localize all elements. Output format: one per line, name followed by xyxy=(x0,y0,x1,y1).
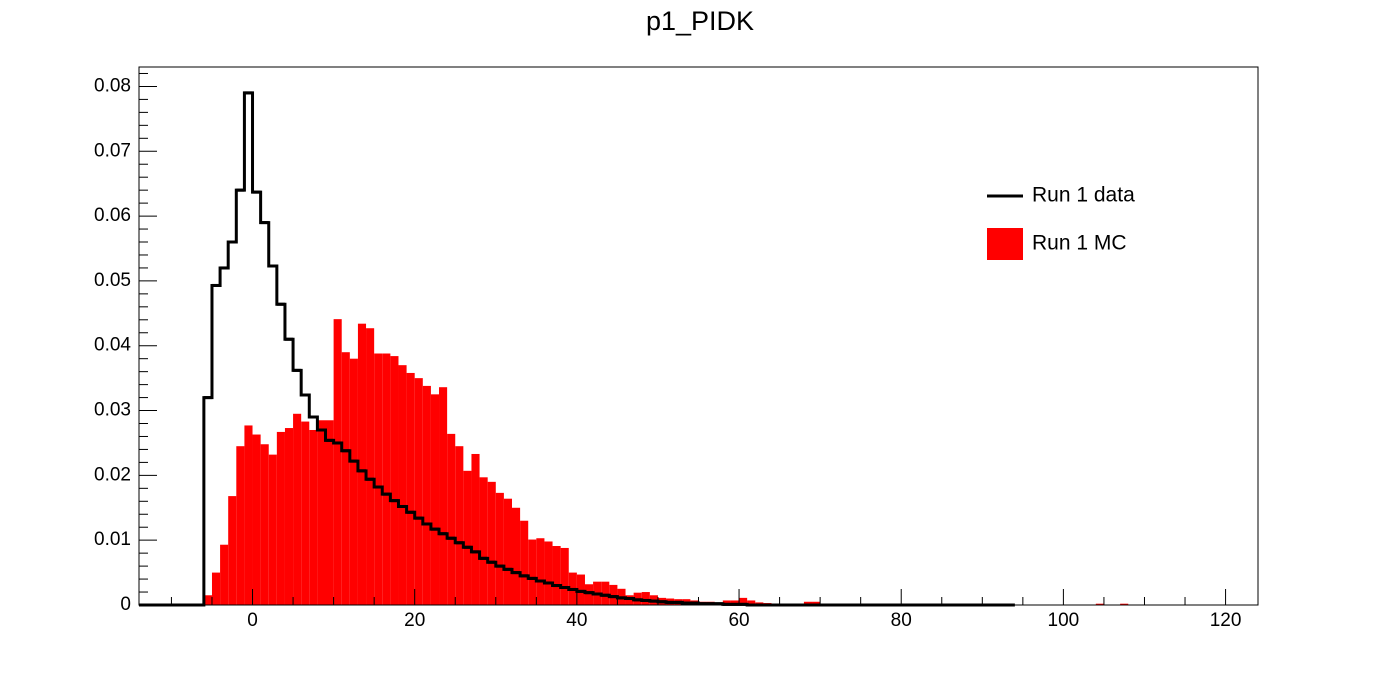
histogram-bar xyxy=(584,584,594,605)
histogram-bar xyxy=(609,584,618,605)
y-tick-label: 0.08 xyxy=(94,75,131,96)
histogram-bar xyxy=(544,541,553,605)
histogram-bar xyxy=(625,595,634,605)
histogram-bar xyxy=(479,477,488,605)
histogram-bar xyxy=(1095,603,1104,605)
histogram-bar xyxy=(244,425,253,605)
histogram-bar xyxy=(220,544,229,605)
y-tick-label: 0 xyxy=(120,594,131,615)
histogram-bar xyxy=(576,574,585,605)
histogram-bar xyxy=(211,572,221,605)
histogram-bar xyxy=(333,319,342,605)
y-tick-label: 0.02 xyxy=(94,464,131,485)
histogram-bar xyxy=(447,433,456,605)
histogram-bar xyxy=(374,353,383,605)
histogram-bar xyxy=(390,356,399,605)
histogram-bar xyxy=(503,498,512,605)
x-tick-label: 100 xyxy=(1048,610,1080,631)
histogram-bar xyxy=(406,372,415,605)
histogram-bar xyxy=(268,454,277,605)
histogram-bar xyxy=(228,496,237,605)
histogram-bar xyxy=(357,323,367,605)
histogram-bar xyxy=(203,595,212,605)
histogram-bar xyxy=(430,394,440,605)
legend-label: Run 1 MC xyxy=(1032,232,1127,255)
histogram-bar xyxy=(455,446,464,605)
y-tick-label: 0.03 xyxy=(94,400,131,421)
histogram-bar xyxy=(341,352,350,605)
histogram-bar xyxy=(641,592,650,605)
histogram-bar xyxy=(414,378,423,605)
histogram-bar xyxy=(730,600,740,605)
histogram-bar xyxy=(722,600,731,605)
histogram-bar xyxy=(495,492,504,605)
histogram-bar xyxy=(739,597,748,605)
histogram-bar xyxy=(528,539,537,605)
histogram-bar xyxy=(349,358,358,605)
histogram-bar xyxy=(236,446,245,605)
histogram-bar xyxy=(487,481,496,605)
y-tick-label: 0.04 xyxy=(94,335,131,356)
histogram-bar xyxy=(276,431,285,605)
x-tick-label: 80 xyxy=(891,610,912,631)
histogram-bar xyxy=(309,429,318,605)
legend-swatch xyxy=(987,228,1023,260)
histogram-bar xyxy=(803,601,813,605)
histogram-bar xyxy=(325,420,334,605)
x-tick-label: 40 xyxy=(566,610,587,631)
histogram-bar xyxy=(317,420,326,605)
histogram-bar xyxy=(601,581,610,605)
histogram-bar xyxy=(382,353,391,605)
histogram-bar xyxy=(301,421,310,605)
histogram-bar xyxy=(366,328,375,605)
x-tick-label: 60 xyxy=(728,610,749,631)
histogram-bar xyxy=(512,507,521,605)
histogram-bar xyxy=(471,453,480,605)
histogram-bar xyxy=(252,434,261,605)
histogram-bar xyxy=(284,428,294,605)
legend-label: Run 1 data xyxy=(1032,184,1135,207)
y-tick-label: 0.05 xyxy=(94,270,131,291)
histogram-bar xyxy=(260,444,269,605)
chart-title: p1_PIDK xyxy=(646,6,754,36)
y-tick-label: 0.07 xyxy=(94,140,131,161)
histogram-bar xyxy=(422,385,431,605)
histogram-bar xyxy=(1120,603,1129,605)
plot-area xyxy=(139,91,1129,607)
x-tick-label: 20 xyxy=(404,610,425,631)
histogram-bar xyxy=(520,520,529,605)
histogram-bar xyxy=(747,600,756,605)
x-tick-label: 0 xyxy=(247,610,258,631)
histogram-bar xyxy=(560,547,569,605)
y-tick-label: 0.01 xyxy=(94,529,131,550)
histogram-bar xyxy=(293,413,302,605)
histogram-bar xyxy=(536,538,545,605)
x-tick-label: 120 xyxy=(1210,610,1242,631)
y-tick-label: 0.06 xyxy=(94,205,131,226)
histogram-bar xyxy=(439,387,448,605)
histogram-bar xyxy=(552,546,561,605)
histogram-bar xyxy=(398,365,407,605)
histogram-bar xyxy=(812,601,821,605)
histogram-bar xyxy=(463,470,472,605)
